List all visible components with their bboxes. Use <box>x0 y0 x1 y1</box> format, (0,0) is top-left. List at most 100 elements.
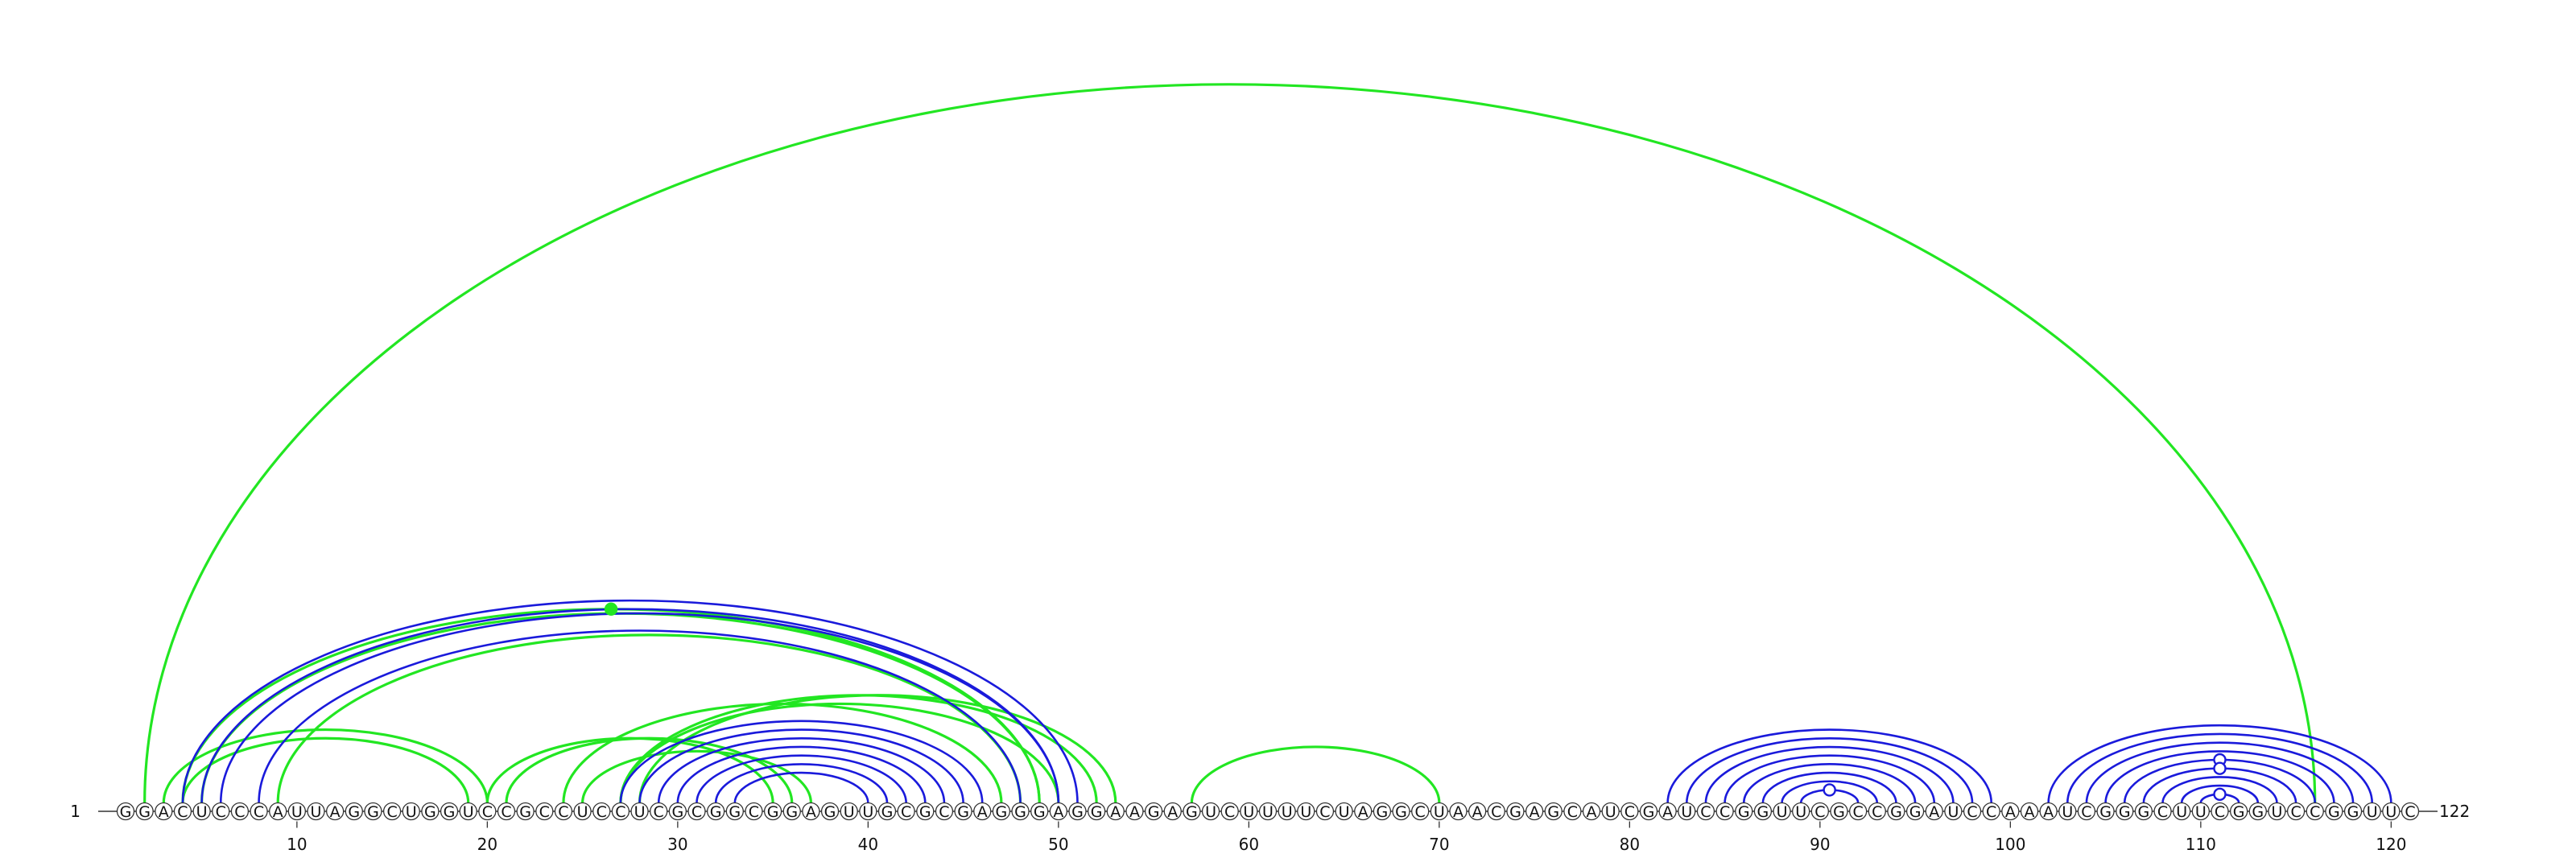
nucleotide-letter: A <box>1053 803 1063 821</box>
nucleotide: C <box>2211 802 2229 821</box>
nucleotide-letter: U <box>311 803 322 821</box>
nucleotide-letter: G <box>1014 803 1026 821</box>
nucleotide-circle <box>725 802 744 821</box>
nucleotide-circle <box>1678 802 1696 821</box>
nucleotide: G <box>1544 802 1563 821</box>
nucleotide-letter: G <box>1738 803 1750 821</box>
nucleotide-letter: A <box>2025 803 2035 821</box>
nucleotide-circle <box>497 802 516 821</box>
nucleotide: C <box>650 802 668 821</box>
nucleotide-letter: C <box>1719 803 1730 821</box>
blue-arc-88-93 <box>1781 780 1879 803</box>
nucleotide-letter: G <box>1091 803 1103 821</box>
nucleotide-letter: U <box>1339 803 1350 821</box>
tick-label: 30 <box>667 835 687 854</box>
nucleotide-circle <box>2134 802 2153 821</box>
nucleotide: C <box>1868 802 1886 821</box>
nucleotide-circle <box>2382 802 2401 821</box>
nucleotide-circle <box>2096 802 2115 821</box>
nucleotide: U <box>2363 802 2381 821</box>
blue-arc-86-95 <box>1742 763 1917 803</box>
nucleotide: C <box>1715 802 1734 821</box>
nucleotide-letter: G <box>444 803 456 821</box>
nucleotide: G <box>2248 802 2267 821</box>
nucleotide: U <box>1201 802 1220 821</box>
nucleotide: G <box>1905 802 1925 821</box>
nucleotide: C <box>250 802 268 821</box>
nucleotide-letter: C <box>2157 803 2168 821</box>
blue-arc-30-43 <box>676 745 927 803</box>
nucleotide-letter: U <box>1795 803 1806 821</box>
nucleotide-circle <box>1030 802 1049 821</box>
nucleotide-circle <box>1563 802 1582 821</box>
nucleotide-circle <box>440 802 459 821</box>
nucleotide-circle <box>307 802 325 821</box>
nucleotide-letter: U <box>1681 803 1692 821</box>
nucleotide-letter: C <box>901 803 911 821</box>
nucleotide-letter: C <box>2081 803 2091 821</box>
nucleotide-circle <box>2325 802 2343 821</box>
nucleotide: G <box>1088 802 1106 821</box>
nucleotide-circle <box>2268 802 2286 821</box>
nucleotide: A <box>2020 802 2039 821</box>
nucleotide: C <box>897 802 915 821</box>
nucleotide: A <box>802 802 820 821</box>
tick-label: 10 <box>287 835 307 854</box>
nucleotide-circle <box>516 802 535 821</box>
nucleotide-letter: G <box>1547 803 1559 821</box>
nucleotide: G <box>116 802 135 821</box>
nucleotide-circle <box>345 802 363 821</box>
nucleotide: G <box>1068 802 1087 821</box>
nucleotide-letter: C <box>254 803 264 821</box>
nucleotide-letter: C <box>1224 803 1235 821</box>
nucleotide-letter: G <box>138 803 151 821</box>
nucleotide-letter: U <box>634 803 646 821</box>
nucleotide-circle <box>1240 802 1258 821</box>
nucleotide: G <box>2116 802 2134 821</box>
nucleotide-letter: G <box>2233 803 2245 821</box>
nucleotide-letter: U <box>406 803 417 821</box>
arc-marker-107-115 <box>2213 761 2227 775</box>
nucleotide-letter: U <box>2385 803 2396 821</box>
nucleotide-letter: U <box>1777 803 1788 821</box>
nucleotide: G <box>2325 802 2343 821</box>
nucleotide-circle <box>2116 802 2134 821</box>
nucleotide-letter: G <box>767 803 779 821</box>
blue-arc-27-46 <box>619 720 984 803</box>
nucleotide-circle <box>1315 802 1335 821</box>
nucleotide-circle <box>459 802 477 821</box>
nucleotide-circle <box>1335 802 1353 821</box>
nucleotide: C <box>1315 802 1335 821</box>
nucleotide-letter: C <box>539 803 550 821</box>
nucleotide: C <box>2306 802 2324 821</box>
nucleotide-letter: A <box>1129 803 1140 821</box>
nucleotide-circle <box>954 802 972 821</box>
nucleotide-circle <box>382 802 402 821</box>
nucleotide: C <box>1810 802 1830 821</box>
nucleotide: A <box>1582 802 1601 821</box>
nucleotide: G <box>440 802 459 821</box>
nucleotide-letter: C <box>1567 803 1578 821</box>
nucleotide-circle <box>1792 802 1810 821</box>
nucleotide: G <box>1639 802 1658 821</box>
blue-arc-6-50 <box>219 612 1060 803</box>
nucleotide-circle <box>1144 802 1163 821</box>
nucleotide-circle <box>2077 802 2096 821</box>
blue-arc-104-118 <box>2085 741 2355 803</box>
nucleotide-letter: G <box>2099 803 2112 821</box>
nucleotide: C <box>2286 802 2306 821</box>
nucleotide-circle <box>2363 802 2381 821</box>
nucleotide: U <box>1430 802 1448 821</box>
nucleotide: G <box>1144 802 1163 821</box>
blue-arc-28-45 <box>638 728 964 803</box>
nucleotide-letter: A <box>977 803 988 821</box>
nucleotide-circle <box>1963 802 1982 821</box>
nucleotide: U <box>630 802 649 821</box>
nucleotide: U <box>573 802 592 821</box>
arc-marker-89-92 <box>1823 783 1836 797</box>
nucleotide: G <box>2229 802 2248 821</box>
nucleotide-circle <box>535 802 554 821</box>
nucleotide-letter: A <box>2005 803 2016 821</box>
nucleotide-circle <box>992 802 1011 821</box>
nucleotide-letter: A <box>1929 803 1939 821</box>
